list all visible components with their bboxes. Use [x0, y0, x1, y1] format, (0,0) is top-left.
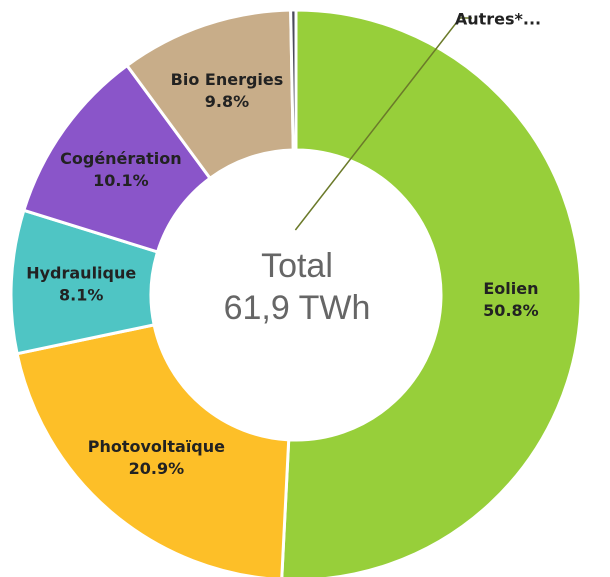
segment-value: 8.1% [59, 285, 103, 304]
segment-value: 20.9% [129, 459, 185, 478]
segment-name: Eolien [483, 279, 538, 298]
segment-value: 50.8% [483, 301, 539, 320]
segment-name: Bio Energies [171, 70, 284, 89]
segment-name: Hydraulique [26, 263, 136, 282]
segment-value: 10.1% [93, 171, 149, 190]
segment-value: 9.8% [205, 92, 249, 111]
donut-segment [15, 323, 291, 577]
segment-name: Photovoltaïque [88, 437, 225, 456]
segment-name: Cogénération [60, 149, 181, 168]
donut-segment [289, 8, 298, 152]
segment-name: Autres*... [455, 10, 541, 29]
leader-line [294, 17, 472, 231]
center-title: Total [261, 247, 333, 285]
center-total: 61,9 TWh [224, 289, 371, 327]
